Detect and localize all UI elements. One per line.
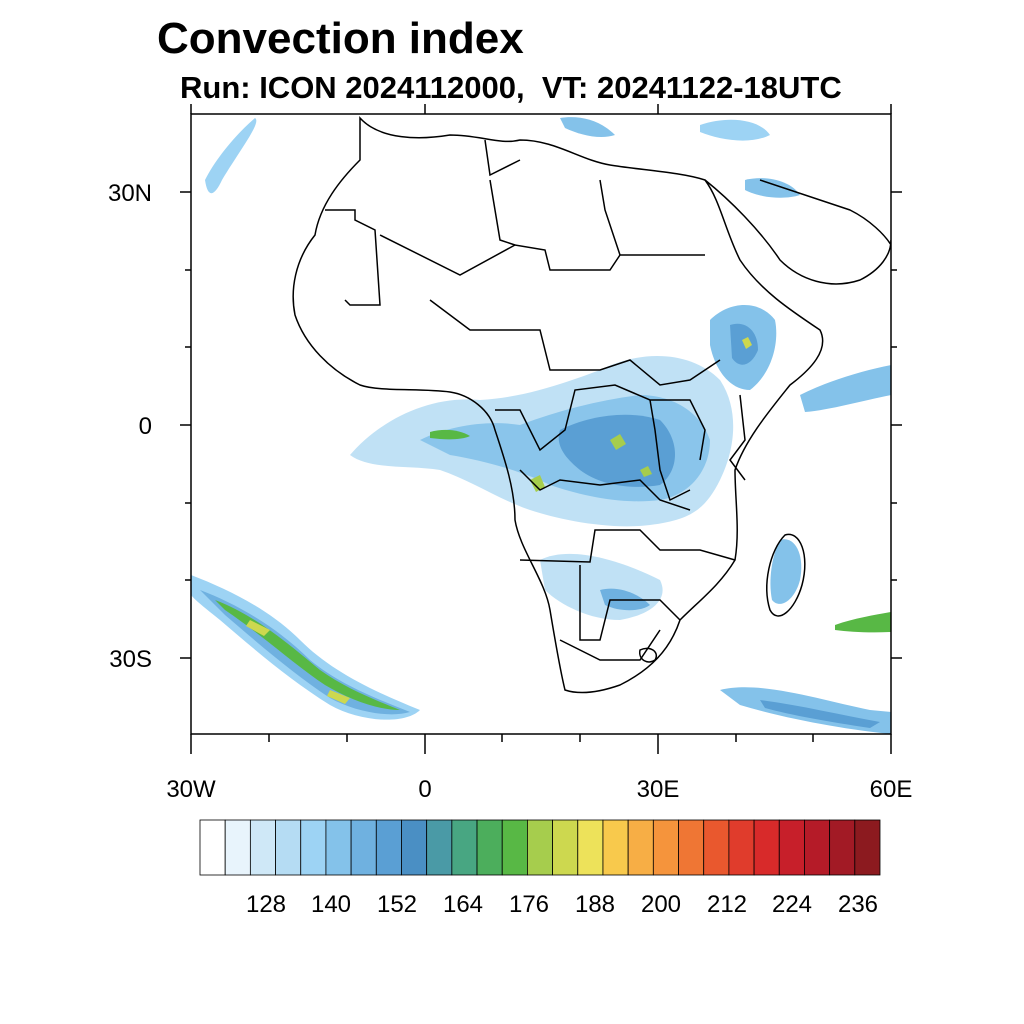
colorbar-swatch [249, 819, 276, 876]
colorbar-swatch [451, 819, 478, 876]
colorbar-label: 200 [641, 891, 681, 918]
coastlines-and-borders [292, 116, 891, 694]
colorbar-labels: 128 140 152 164 176 188 200 212 224 236 [246, 891, 878, 918]
colorbar-swatch [703, 819, 730, 876]
colorbar-swatch [577, 819, 604, 876]
axis-ticks [180, 104, 902, 754]
plot-frame [190, 113, 892, 735]
colorbar-swatch [350, 819, 377, 876]
colorbar-swatch [854, 819, 881, 876]
map-subtitle: Run: ICON 2024112000, VT: 20241122-18UTC [180, 70, 842, 106]
colorbar-swatch [300, 819, 327, 876]
lat-label-30s: 30S [109, 646, 152, 673]
colorbar-swatch [224, 819, 251, 876]
colorbar-swatch [678, 819, 705, 876]
colorbar-label: 176 [509, 891, 549, 918]
colorbar [199, 819, 881, 876]
lon-label-30w: 30W [166, 776, 216, 803]
colorbar-swatch [602, 819, 629, 876]
lon-label-0: 0 [418, 776, 431, 803]
colorbar-label: 224 [772, 891, 812, 918]
colorbar-swatch [527, 819, 553, 876]
map-title: Convection index [157, 14, 524, 63]
lon-label-30e: 30E [637, 776, 680, 803]
colorbar-label: 128 [246, 891, 286, 918]
colorbar-swatch [728, 819, 755, 876]
colorbar-swatch [501, 819, 528, 876]
lat-label-30n: 30N [108, 180, 152, 207]
colorbar-swatch [627, 819, 654, 876]
colorbar-swatch [401, 819, 428, 876]
colorbar-swatch [426, 819, 453, 876]
colorbar-swatch [199, 819, 226, 876]
colorbar-swatch [375, 819, 402, 876]
lon-label-60e: 60E [870, 776, 913, 803]
valid-time-label: VT: 20241122-18UTC [541, 70, 842, 105]
colorbar-label: 152 [377, 891, 417, 918]
colorbar-swatch [275, 819, 302, 876]
lat-label-0: 0 [139, 413, 152, 440]
colorbar-label: 164 [443, 891, 483, 918]
colorbar-swatch [652, 819, 679, 876]
colorbar-swatch [476, 819, 503, 876]
colorbar-swatch [552, 819, 579, 876]
colorbar-swatch [804, 819, 831, 876]
colorbar-label: 212 [707, 891, 747, 918]
colorbar-swatch [753, 819, 780, 876]
colorbar-swatch [829, 819, 856, 876]
colorbar-label: 188 [575, 891, 615, 918]
colorbar-label: 140 [311, 891, 351, 918]
convection-field [191, 117, 891, 734]
colorbar-label: 236 [838, 891, 878, 918]
colorbar-swatch [778, 819, 805, 876]
run-label: Run: ICON 2024112000, [180, 70, 525, 105]
colorbar-swatch [325, 819, 352, 876]
